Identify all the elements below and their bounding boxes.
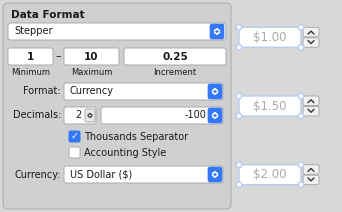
- Text: –: –: [55, 52, 61, 61]
- Circle shape: [298, 113, 304, 119]
- FancyBboxPatch shape: [303, 27, 319, 37]
- Text: Currency:: Currency:: [14, 170, 61, 180]
- FancyBboxPatch shape: [303, 175, 319, 185]
- FancyBboxPatch shape: [64, 166, 223, 183]
- Text: Decimals:: Decimals:: [13, 110, 61, 120]
- Text: Accounting Style: Accounting Style: [84, 148, 166, 158]
- FancyBboxPatch shape: [210, 24, 224, 39]
- FancyBboxPatch shape: [8, 23, 226, 40]
- FancyBboxPatch shape: [239, 165, 301, 185]
- Text: $1.00: $1.00: [253, 31, 287, 44]
- FancyBboxPatch shape: [69, 131, 80, 142]
- Text: ✓: ✓: [70, 131, 79, 141]
- FancyBboxPatch shape: [239, 96, 301, 116]
- Circle shape: [298, 182, 304, 187]
- Circle shape: [298, 93, 304, 99]
- FancyBboxPatch shape: [208, 84, 222, 99]
- Text: Thousands Separator: Thousands Separator: [84, 131, 188, 141]
- Text: Currency: Currency: [70, 86, 114, 96]
- Circle shape: [298, 25, 304, 30]
- Text: US Dollar ($): US Dollar ($): [70, 170, 132, 180]
- FancyBboxPatch shape: [101, 107, 223, 124]
- Text: Increment: Increment: [154, 68, 197, 77]
- Text: Minimum: Minimum: [11, 68, 50, 77]
- FancyBboxPatch shape: [239, 27, 301, 47]
- FancyBboxPatch shape: [303, 96, 319, 106]
- Text: 0.25: 0.25: [162, 52, 188, 61]
- FancyBboxPatch shape: [303, 106, 319, 116]
- Circle shape: [236, 162, 242, 167]
- FancyBboxPatch shape: [64, 83, 223, 100]
- FancyBboxPatch shape: [64, 48, 119, 65]
- Text: Format:: Format:: [23, 86, 61, 96]
- FancyBboxPatch shape: [303, 38, 319, 47]
- Circle shape: [236, 113, 242, 119]
- Circle shape: [236, 25, 242, 30]
- Circle shape: [236, 45, 242, 50]
- Text: $1.50: $1.50: [253, 99, 287, 113]
- FancyBboxPatch shape: [208, 167, 222, 182]
- Text: Data Format: Data Format: [11, 10, 84, 20]
- FancyBboxPatch shape: [208, 108, 222, 123]
- FancyBboxPatch shape: [85, 109, 95, 122]
- FancyBboxPatch shape: [69, 147, 80, 158]
- FancyBboxPatch shape: [8, 48, 53, 65]
- Circle shape: [298, 45, 304, 50]
- FancyBboxPatch shape: [303, 165, 319, 174]
- Text: Maximum: Maximum: [71, 68, 112, 77]
- Circle shape: [236, 182, 242, 187]
- Circle shape: [298, 162, 304, 167]
- FancyBboxPatch shape: [64, 107, 96, 124]
- Text: Stepper: Stepper: [14, 26, 53, 36]
- Text: 1: 1: [27, 52, 34, 61]
- FancyBboxPatch shape: [124, 48, 226, 65]
- Text: 2: 2: [76, 110, 82, 120]
- FancyBboxPatch shape: [3, 3, 231, 209]
- Text: -100: -100: [184, 110, 206, 120]
- Text: $2.00: $2.00: [253, 168, 287, 181]
- Text: 10: 10: [84, 52, 99, 61]
- Circle shape: [236, 93, 242, 99]
